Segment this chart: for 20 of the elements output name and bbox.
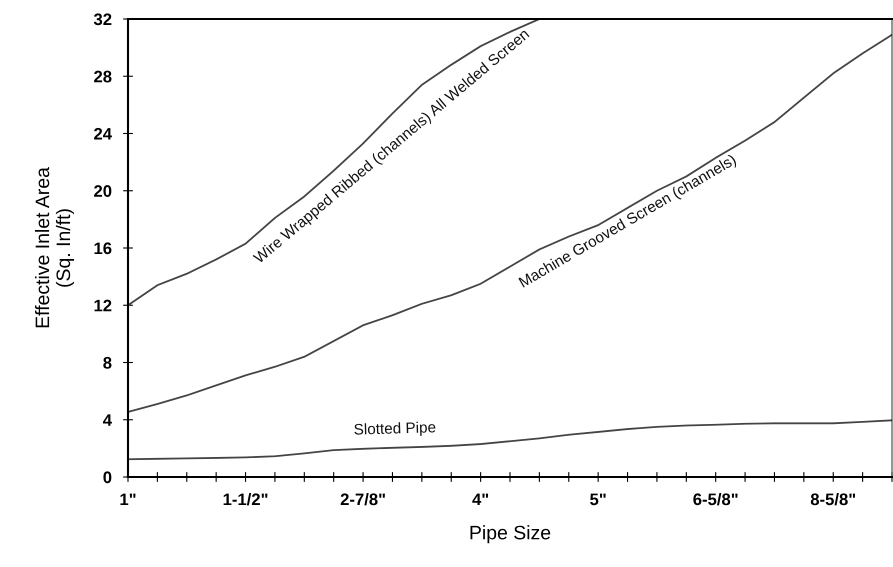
y-tick-label: 4 [103, 414, 112, 426]
x-tick-label: 5" [590, 494, 606, 506]
x-tick-label: 1-1/2" [224, 492, 268, 506]
y-tick-label: 24 [94, 128, 112, 140]
y-tick-label: 0 [103, 471, 112, 484]
x-tick-label: 6-5/8" [693, 492, 738, 506]
x-tick-label: 1" [120, 494, 136, 506]
x-tick-label: 8-5/8" [810, 492, 856, 506]
line-series [128, 419, 892, 460]
y-tick-label: 32 [94, 13, 112, 26]
y-axis-title: Effective Inlet Area (Sq. In/ft) [34, 167, 74, 328]
x-tick-label: 4" [472, 494, 488, 506]
x-tick-label: 2-7/8" [340, 492, 385, 506]
series-label: Slotted Pipe [354, 421, 436, 438]
x-axis-title: Pipe Size [470, 525, 550, 544]
y-tick-label: 20 [94, 185, 112, 197]
y-tick-label: 12 [94, 300, 112, 312]
y-tick-label: 16 [94, 242, 112, 254]
y-tick-label: 28 [94, 70, 112, 82]
y-tick-label: 8 [103, 356, 112, 369]
